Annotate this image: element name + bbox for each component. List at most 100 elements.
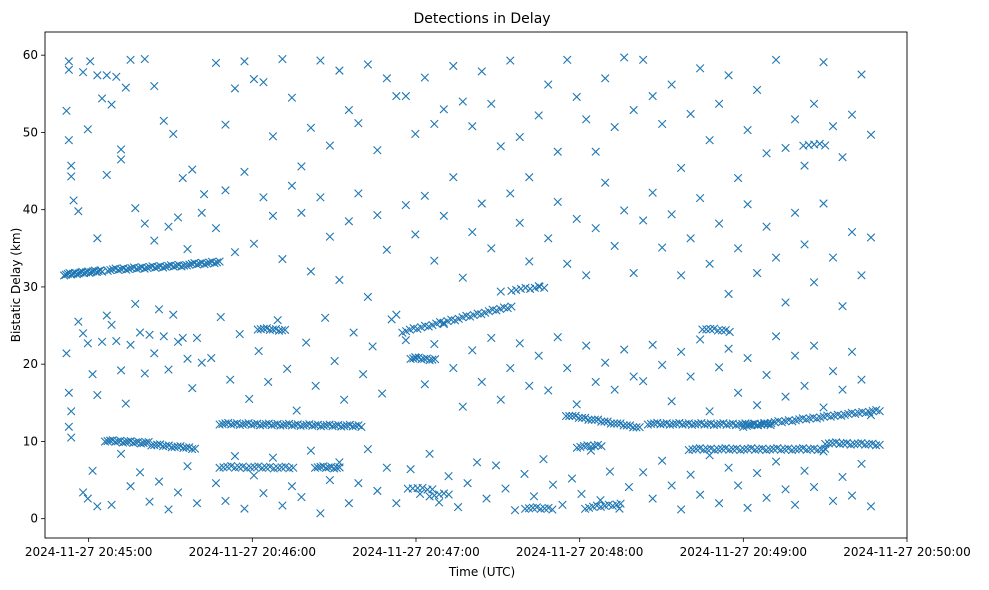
data-point [539, 455, 548, 464]
data-point [287, 181, 297, 190]
data-point [458, 97, 467, 106]
data-point [809, 99, 819, 109]
data-point [534, 111, 543, 120]
data-point [249, 471, 259, 480]
data-point [597, 417, 606, 426]
data-point [292, 406, 301, 415]
data-point [164, 365, 173, 374]
data-point [781, 392, 790, 401]
data-point [268, 453, 278, 462]
data-point [88, 370, 97, 379]
data-point [169, 129, 178, 139]
data-point [857, 375, 866, 384]
data-point [415, 489, 425, 499]
data-point [282, 364, 292, 374]
plot-area [44, 31, 908, 539]
data-point [866, 130, 876, 139]
data-markers [59, 53, 884, 518]
data-point [572, 400, 581, 409]
data-point [790, 500, 800, 509]
data-point [544, 386, 553, 395]
data-point [686, 234, 695, 243]
data-point [838, 302, 847, 311]
data-point [200, 260, 209, 269]
data-point [211, 478, 221, 488]
y-tick-label: 40 [23, 203, 38, 217]
data-point [161, 262, 170, 271]
data-point [197, 208, 206, 217]
data-point [491, 461, 501, 470]
data-point [335, 66, 344, 75]
data-point [667, 210, 676, 219]
data-point [277, 326, 287, 335]
data-point [733, 481, 743, 490]
data-point [733, 173, 743, 183]
data-point [178, 333, 187, 343]
data-point [638, 468, 648, 477]
y-tick-label: 50 [23, 125, 38, 139]
data-point [230, 451, 240, 461]
data-point [857, 271, 866, 280]
data-point [487, 99, 496, 109]
data-point [185, 260, 194, 269]
data-point [582, 115, 591, 124]
data-point [458, 402, 467, 411]
data-point [192, 333, 202, 343]
data-point [67, 172, 76, 181]
data-point [188, 165, 197, 174]
data-point [245, 394, 254, 404]
data-point [771, 457, 781, 466]
data-point [572, 214, 581, 224]
data-point [601, 178, 610, 187]
data-point [713, 326, 723, 335]
data-point [853, 439, 863, 448]
data-point [169, 262, 178, 271]
data-point [74, 207, 83, 216]
data-point [828, 496, 838, 506]
data-point [240, 167, 249, 177]
data-point [411, 353, 420, 362]
data-point [215, 257, 224, 266]
data-point [468, 227, 477, 237]
data-point [819, 447, 828, 456]
data-point [141, 438, 151, 447]
data-point [800, 240, 809, 249]
data-point [563, 363, 572, 373]
data-point [496, 287, 505, 296]
data-point [638, 216, 648, 225]
data-point [108, 435, 117, 445]
data-point [124, 264, 133, 274]
data-point [686, 109, 695, 119]
data-point [676, 347, 686, 357]
data-point [648, 91, 657, 101]
data-point [771, 253, 781, 262]
data-point [210, 258, 219, 268]
data-point [363, 444, 373, 454]
data-point [140, 219, 149, 228]
data-point [173, 337, 183, 346]
data-point [847, 347, 857, 357]
data-point [150, 263, 160, 272]
data-point [67, 161, 76, 170]
data-point [752, 468, 762, 478]
data-point [430, 355, 440, 364]
data-point [582, 341, 591, 350]
data-point [790, 115, 800, 124]
data-point [510, 506, 520, 515]
data-point [800, 161, 809, 170]
data-point [105, 436, 115, 445]
data-point [113, 437, 123, 446]
data-point [762, 149, 771, 158]
data-point [190, 444, 200, 453]
data-point [83, 125, 93, 134]
data-point [624, 482, 634, 492]
data-point [871, 441, 881, 450]
data-point [828, 122, 838, 131]
data-point [667, 397, 676, 406]
data-point [420, 73, 430, 82]
data-point [847, 110, 857, 119]
data-point [316, 509, 325, 518]
data-point [94, 266, 103, 276]
data-point [188, 383, 197, 393]
data-point [164, 505, 173, 514]
